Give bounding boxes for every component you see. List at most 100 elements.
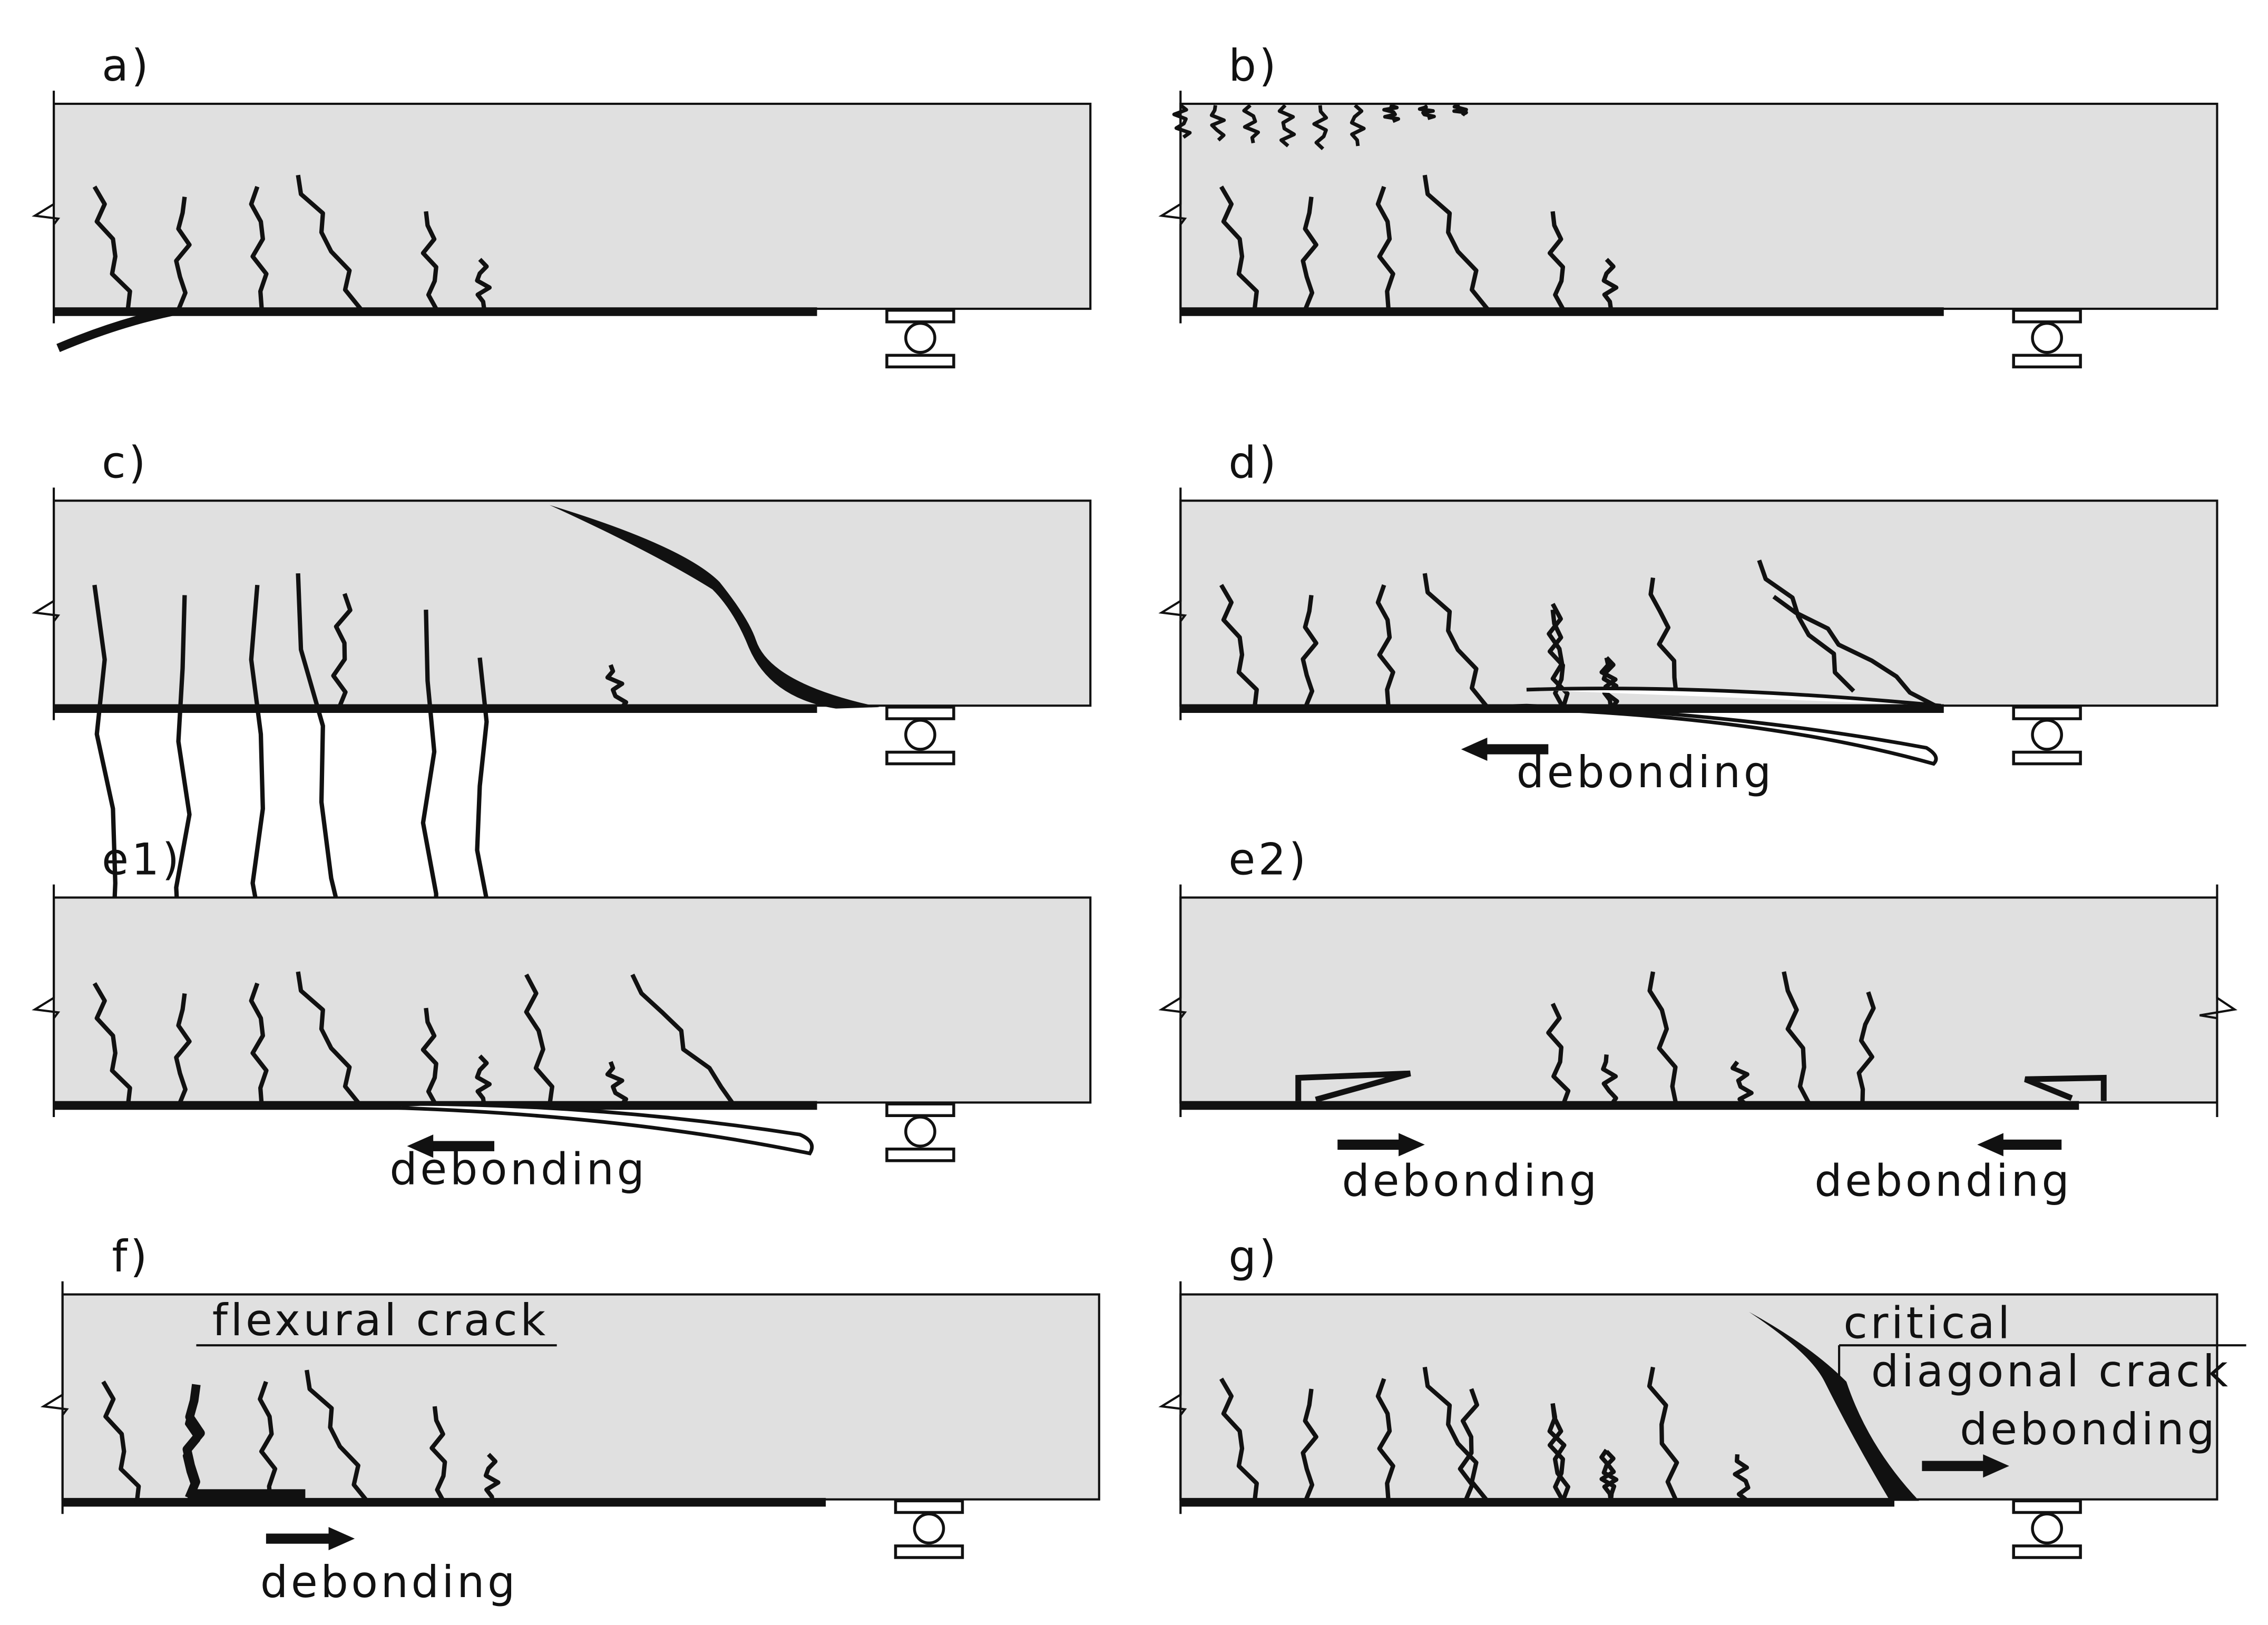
cracks — [1219, 559, 1942, 766]
break-symbol — [1158, 91, 1187, 324]
beam — [1179, 1293, 2218, 1501]
panel-label: a) — [102, 40, 151, 91]
crack — [1422, 1366, 1489, 1502]
annotation: debonding — [1342, 1155, 1600, 1206]
support-plate — [2012, 750, 2082, 766]
peeled-plate — [363, 1102, 814, 1156]
crack — [174, 197, 192, 310]
crack — [1242, 104, 1260, 144]
crack — [1277, 104, 1296, 148]
crack — [1301, 1388, 1318, 1502]
crack — [174, 993, 192, 1107]
crack — [1422, 573, 1489, 709]
support-plate — [2012, 706, 2082, 720]
crack — [1599, 657, 1619, 710]
arrow-head — [407, 1134, 434, 1158]
crack — [1601, 1054, 1618, 1107]
panel: d) debonding — [1158, 437, 2218, 798]
crack — [1375, 584, 1395, 708]
crack — [258, 1381, 278, 1504]
crack — [249, 185, 269, 309]
crack — [524, 973, 554, 1106]
plate-hook — [2024, 1074, 2107, 1101]
break-symbol — [32, 884, 61, 1118]
break-symbol — [1158, 884, 1187, 1118]
support-plate — [885, 1102, 955, 1118]
crack — [1382, 103, 1401, 123]
crack — [421, 211, 438, 310]
support-roller — [904, 719, 936, 751]
arrow-head — [1399, 1133, 1425, 1157]
support-plate — [894, 1544, 964, 1559]
crack — [1301, 197, 1318, 310]
arrow-head — [1977, 1133, 2003, 1157]
crack — [1601, 258, 1619, 309]
support-roller — [2031, 321, 2063, 354]
crack — [1301, 595, 1318, 708]
support-plate — [885, 706, 955, 720]
peeled-plate — [56, 307, 173, 353]
annotation: debonding — [1960, 1404, 2217, 1455]
beam — [53, 102, 1092, 310]
support-plate — [2012, 309, 2082, 324]
break-symbol — [32, 91, 61, 324]
cracks — [1295, 971, 2107, 1108]
peeled-plate — [1475, 687, 1941, 766]
crack — [1647, 1366, 1679, 1502]
break-symbol — [1158, 487, 1187, 720]
arrow-head — [328, 1527, 355, 1551]
panel: e1)debonding — [32, 834, 1092, 1195]
crack — [605, 1061, 629, 1107]
crack — [296, 971, 363, 1107]
support-roller — [2031, 719, 2063, 751]
crack — [1546, 1003, 1571, 1107]
break-symbol — [2199, 884, 2238, 1118]
annotation: debonding — [260, 1557, 518, 1608]
cracks — [101, 1369, 501, 1505]
crack — [296, 174, 363, 310]
crack — [249, 982, 269, 1106]
annotation: debonding — [1814, 1155, 2072, 1206]
panel-label: b) — [1228, 40, 1279, 91]
beam — [53, 896, 1092, 1104]
crack — [1648, 577, 1679, 694]
support-plate — [2012, 1499, 2082, 1514]
break-symbol — [32, 487, 61, 720]
panel-label: f) — [112, 1231, 150, 1282]
panel-label: e2) — [1228, 834, 1308, 885]
crack — [1219, 185, 1259, 309]
support-plate — [885, 750, 955, 766]
panel: f) flexural crack debonding — [40, 1231, 1100, 1608]
support-roller — [904, 321, 936, 354]
crack — [1772, 594, 1942, 711]
annotation: debonding — [1517, 747, 1774, 798]
crack — [1219, 1377, 1259, 1501]
crack — [605, 664, 629, 710]
panel-label: d) — [1228, 437, 1279, 488]
beam — [1179, 896, 2218, 1104]
crack — [630, 973, 736, 1107]
crack — [1350, 104, 1366, 146]
crack — [101, 1381, 141, 1504]
support-plate — [2012, 1544, 2082, 1559]
crack — [305, 1369, 371, 1505]
crack — [1731, 1060, 1754, 1108]
panel-label: c) — [102, 437, 149, 488]
annotation: critical — [1843, 1298, 2012, 1349]
cracks — [92, 174, 492, 310]
arrow-head — [1983, 1454, 2009, 1478]
support-plate — [885, 309, 955, 324]
crack — [92, 185, 132, 309]
beam — [61, 1293, 1100, 1501]
crack — [429, 1406, 447, 1505]
crack — [1312, 105, 1328, 151]
crack — [475, 258, 492, 309]
crack — [92, 982, 132, 1106]
support-plate — [2012, 354, 2082, 369]
crack — [1375, 1378, 1395, 1501]
crack — [1452, 103, 1468, 117]
debonded-zone — [189, 1489, 306, 1500]
crack — [1547, 1403, 1570, 1502]
